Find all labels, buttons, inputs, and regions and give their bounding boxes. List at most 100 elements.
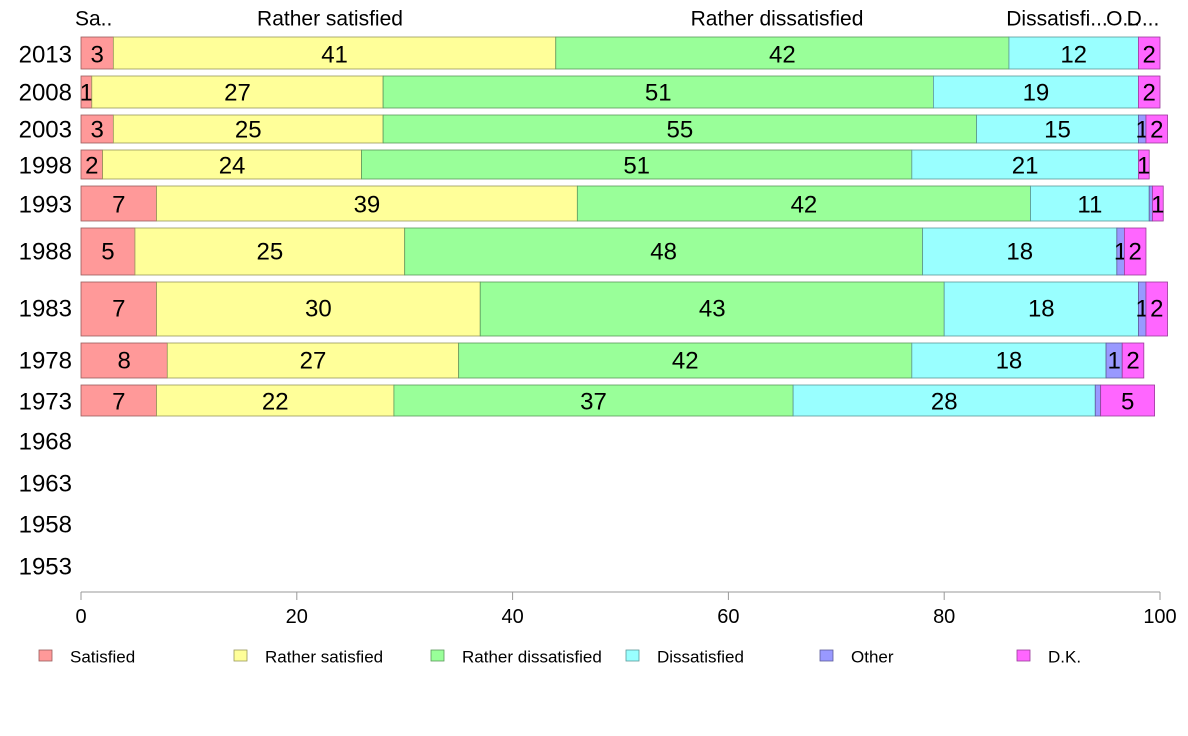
data-label-2013-6: 2 (1143, 42, 1156, 69)
data-label-2008-4: 19 (1023, 80, 1050, 107)
bar-segment-1998-d-k- (1138, 149, 1150, 180)
data-label-1993-4: 11 (1077, 192, 1102, 219)
bar-segment-2008-d-k- (1138, 75, 1161, 109)
data-label-2008-2: 27 (224, 80, 251, 107)
data-label-2003-1: 3 (91, 117, 104, 144)
bar-segment-1983-dissatisfied (943, 281, 1139, 337)
data-label-2003-2: 25 (235, 117, 262, 144)
year-label-1968: 1968 (19, 429, 72, 456)
data-label-1978-3: 42 (672, 348, 699, 375)
x-tick-label-100: 100 (1143, 606, 1176, 628)
top-category-label-6: D... (1127, 8, 1160, 31)
legend-label-dissatisfied: Dissatisfied (657, 648, 744, 667)
data-label-1983-1: 7 (112, 296, 125, 323)
bar-segment-1978-rather-dissatisfied (458, 342, 913, 379)
data-label-1978-5: 1 (1107, 348, 1120, 375)
bar-segment-1983-d-k- (1145, 281, 1168, 337)
data-label-1993-2: 39 (354, 192, 381, 219)
x-tick-label-0: 0 (75, 606, 86, 628)
bar-segment-1973-satisfied (80, 384, 157, 417)
bar-segment-1993-rather-satisfied (156, 185, 578, 222)
bar-segment-1983-rather-dissatisfied (479, 281, 945, 337)
x-tick-label-60: 60 (717, 606, 739, 628)
bar-segment-1973-dissatisfied (792, 384, 1096, 417)
data-label-1973-6: 5 (1121, 389, 1134, 416)
top-category-label-5: O... (1106, 8, 1140, 31)
legend-label-d-k-: D.K. (1048, 648, 1081, 667)
bar-segment-1973-rather-dissatisfied (393, 384, 794, 417)
data-label-1973-3: 37 (580, 389, 607, 416)
data-label-1988-1: 5 (101, 239, 114, 266)
bar-segment-2003-rather-dissatisfied (382, 114, 977, 144)
top-category-label-4: Dissatisfi... (1006, 8, 1108, 31)
year-label-2008: 2008 (19, 80, 72, 107)
bar-segment-1978-rather-satisfied (166, 342, 460, 379)
bar-segment-2008-rather-satisfied (91, 75, 384, 109)
data-label-1983-4: 18 (1028, 296, 1055, 323)
bar-segment-2013-rather-dissatisfied (555, 36, 1010, 70)
year-label-1963: 1963 (19, 471, 72, 498)
data-label-2008-1: 1 (80, 80, 93, 107)
data-label-1983-6: 2 (1150, 296, 1163, 323)
bar-segment-1998-dissatisfied (911, 149, 1139, 180)
year-label-1998: 1998 (19, 153, 72, 180)
bar-segment-1993-satisfied (80, 185, 157, 222)
bar-segment-1988-d-k- (1123, 227, 1147, 276)
data-label-1973-1: 7 (112, 389, 125, 416)
data-label-1983-3: 43 (699, 296, 726, 323)
bar-segment-1988-dissatisfied (922, 227, 1118, 276)
year-label-1978: 1978 (19, 348, 72, 375)
year-label-2003: 2003 (19, 117, 72, 144)
top-category-label-1: Sa.. (75, 8, 112, 31)
top-category-label-2: Rather satisfied (257, 8, 403, 31)
bar-segment-1973-other (1094, 384, 1102, 417)
data-label-1993-6: 1 (1151, 192, 1164, 219)
bar-segment-2008-rather-dissatisfied (382, 75, 934, 109)
legend-label-rather-dissatisfied: Rather dissatisfied (462, 648, 602, 667)
data-label-1993-3: 42 (791, 192, 818, 219)
bar-segment-1988-rather-satisfied (134, 227, 406, 276)
bar-segment-1983-rather-satisfied (156, 281, 481, 337)
bar-segment-2013-d-k- (1138, 36, 1161, 70)
bar-segment-1988-satisfied (80, 227, 136, 276)
data-label-1988-6: 2 (1129, 239, 1142, 266)
data-label-2013-1: 3 (91, 42, 104, 69)
top-category-label-3: Rather dissatisfied (691, 8, 864, 31)
data-label-1988-4: 18 (1006, 239, 1033, 266)
legend-label-other: Other (851, 648, 894, 667)
data-label-1978-4: 18 (996, 348, 1023, 375)
bar-segment-2003-satisfied (80, 114, 114, 144)
data-label-2013-2: 41 (321, 42, 348, 69)
x-tick-label-20: 20 (286, 606, 308, 628)
data-label-1983-5: 1 (1136, 296, 1149, 323)
data-label-1978-6: 2 (1126, 348, 1139, 375)
data-label-1993-1: 7 (112, 192, 125, 219)
data-label-1978-1: 8 (117, 348, 130, 375)
data-label-1973-4: 28 (931, 389, 958, 416)
bar-segment-1973-d-k- (1100, 384, 1156, 417)
data-label-1998-3: 51 (623, 153, 650, 180)
data-label-2003-4: 15 (1044, 117, 1071, 144)
data-label-1988-5: 1 (1114, 239, 1127, 266)
bar-segment-2013-rather-satisfied (112, 36, 557, 70)
data-label-1998-2: 24 (219, 153, 246, 180)
legend-swatch-dissatisfied (625, 649, 640, 662)
bar-segment-1988-rather-dissatisfied (404, 227, 924, 276)
legend-label-rather-satisfied: Rather satisfied (265, 648, 383, 667)
year-label-1953: 1953 (19, 554, 72, 581)
year-label-1983: 1983 (19, 296, 72, 323)
legend-swatch-d-k- (1016, 649, 1031, 662)
data-label-1988-3: 48 (650, 239, 677, 266)
data-label-1998-6: 1 (1137, 153, 1150, 180)
bar-segment-1998-rather-dissatisfied (361, 149, 913, 180)
data-label-2013-3: 42 (769, 42, 796, 69)
bar-segment-1978-satisfied (80, 342, 168, 379)
year-label-1973: 1973 (19, 389, 72, 416)
legend-swatch-rather-satisfied (233, 649, 248, 662)
data-label-2003-6: 2 (1150, 117, 1163, 144)
bar-segment-1983-satisfied (80, 281, 157, 337)
data-label-1978-2: 27 (300, 348, 327, 375)
year-label-2013: 2013 (19, 42, 72, 69)
legend-swatch-other (819, 649, 834, 662)
